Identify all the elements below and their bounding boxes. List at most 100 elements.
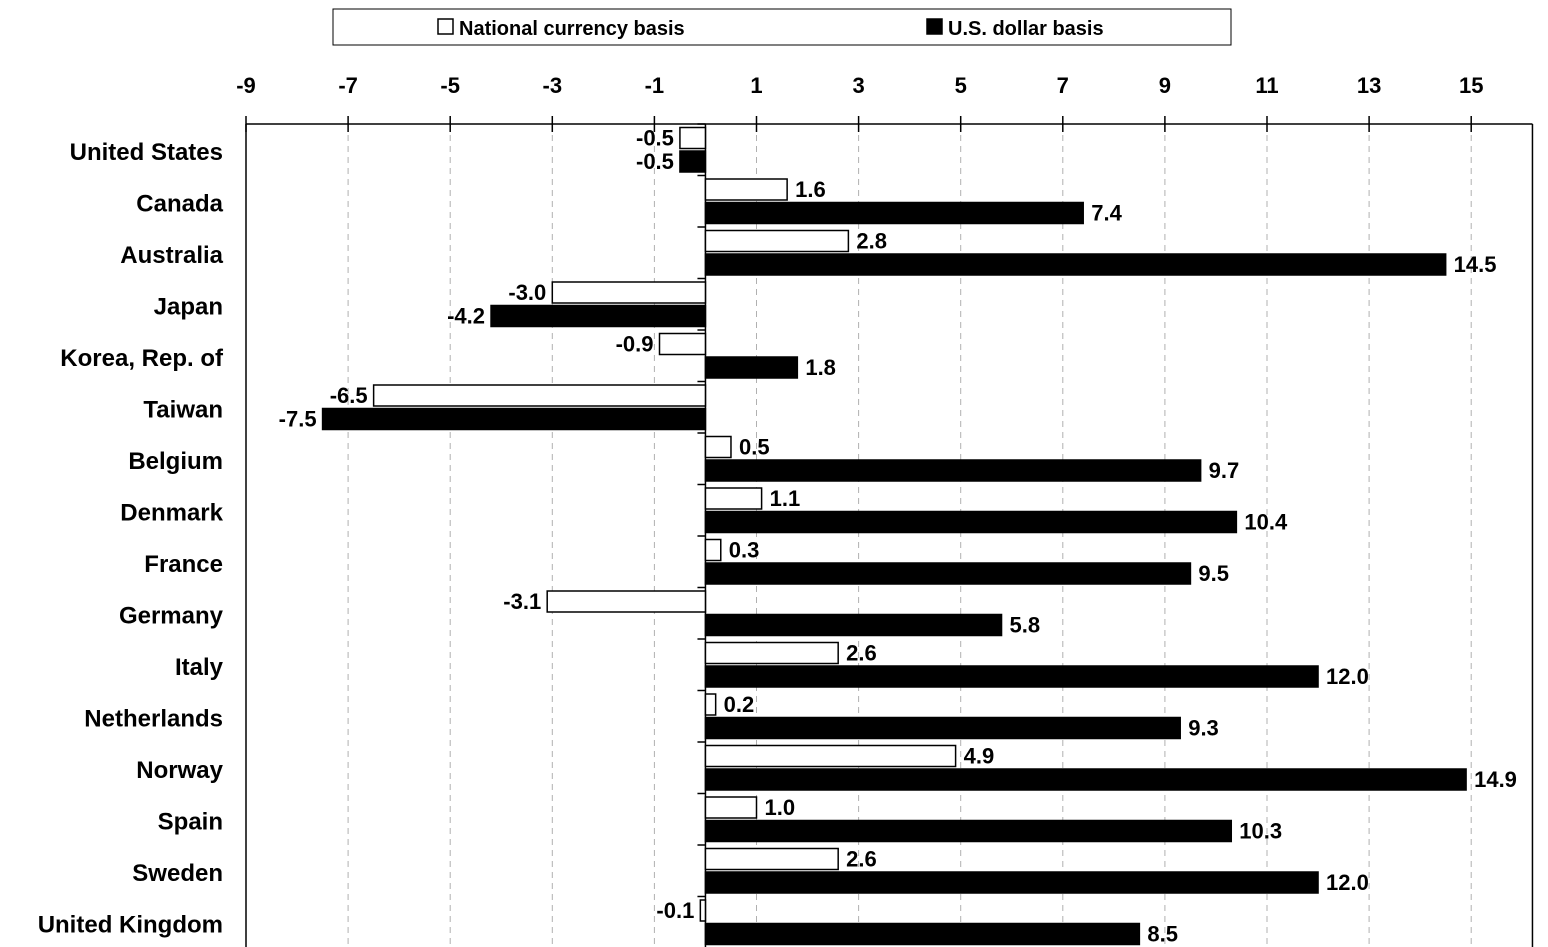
bar-national-currency-basis-canada xyxy=(704,178,788,201)
x-tick-label: 15 xyxy=(1459,73,1483,98)
bar-national-currency-basis-taiwan xyxy=(372,384,707,407)
data-label-national-currency-basis: 1.0 xyxy=(765,795,796,820)
category-label: Australia xyxy=(120,242,223,269)
category-label: Belgium xyxy=(128,448,223,475)
data-labels: -0.5-0.5 1.6 7.4 2.8 14.5 -3.0 -4.2 -0.9 1.8 -6.5… xyxy=(279,126,1517,947)
bar-u-s-dollar-basis-united-states xyxy=(679,150,707,173)
data-label-national-currency-basis: 0.2 xyxy=(724,692,755,717)
bar-national-currency-basis-germany xyxy=(546,590,707,613)
category-label: Sweden xyxy=(132,860,223,887)
category-label: United Kingdom xyxy=(38,912,223,939)
data-label-national-currency-basis: 0.5 xyxy=(739,435,770,460)
category-label: Korea, Rep. of xyxy=(60,345,224,372)
data-label-u-s-dollar-basis: -0.5 xyxy=(636,149,674,174)
bar-u-s-dollar-basis-italy xyxy=(704,665,1319,688)
data-label-u-s-dollar-basis: 8.5 xyxy=(1147,922,1178,947)
legend-swatch-national-currency xyxy=(437,18,454,35)
data-label-u-s-dollar-basis: 1.8 xyxy=(805,355,836,380)
category-labels: United States Canada Australia Japan Korea, … xyxy=(38,139,224,939)
data-label-u-s-dollar-basis: 5.8 xyxy=(1010,613,1041,638)
bar-u-s-dollar-basis-taiwan xyxy=(321,407,707,431)
bar-national-currency-basis-denmark xyxy=(704,487,763,510)
bar-national-currency-basis-belgium xyxy=(704,435,732,459)
bar-u-s-dollar-basis-sweden xyxy=(704,871,1319,894)
legend-box xyxy=(332,8,1232,46)
bar-u-s-dollar-basis-france xyxy=(704,562,1192,585)
data-label-u-s-dollar-basis: 12.0 xyxy=(1326,664,1369,689)
data-label-national-currency-basis: 1.6 xyxy=(795,177,826,202)
bar-u-s-dollar-basis-germany xyxy=(704,613,1003,637)
bar-u-s-dollar-basis-australia xyxy=(704,253,1447,276)
bar-u-s-dollar-basis-denmark xyxy=(704,510,1238,534)
data-label-national-currency-basis: -0.9 xyxy=(616,332,654,357)
data-label-u-s-dollar-basis: 9.3 xyxy=(1188,716,1219,741)
x-tick-label: -3 xyxy=(543,73,563,98)
legend-swatch-us-dollar xyxy=(926,18,943,35)
bar-national-currency-basis-united-states xyxy=(679,126,707,150)
data-label-u-s-dollar-basis: 12.0 xyxy=(1326,870,1369,895)
x-tick-label: -9 xyxy=(236,73,256,98)
data-label-national-currency-basis: 2.6 xyxy=(846,641,877,666)
x-tick-label: -1 xyxy=(645,73,665,98)
bars xyxy=(321,126,1467,946)
x-tick-label: -5 xyxy=(440,73,460,98)
bar-u-s-dollar-basis-spain xyxy=(704,819,1233,843)
x-tick-label: 1 xyxy=(750,73,762,98)
x-tick-label: 9 xyxy=(1159,73,1171,98)
x-tick-label: 3 xyxy=(852,73,864,98)
data-label-national-currency-basis: -6.5 xyxy=(330,383,368,408)
bar-national-currency-basis-united-kingdom xyxy=(699,899,707,922)
category-label: France xyxy=(144,551,223,578)
category-label: Japan xyxy=(154,294,223,321)
category-label: Taiwan xyxy=(143,397,223,424)
bar-u-s-dollar-basis-belgium xyxy=(704,459,1202,482)
data-label-u-s-dollar-basis: 14.5 xyxy=(1454,252,1497,277)
bar-u-s-dollar-basis-japan xyxy=(490,304,707,328)
x-tick-label: -7 xyxy=(338,73,358,98)
x-tick-label: 5 xyxy=(955,73,967,98)
category-label: Germany xyxy=(119,603,224,630)
category-label: Netherlands xyxy=(84,706,223,733)
data-label-u-s-dollar-basis: 14.9 xyxy=(1474,767,1517,792)
data-label-u-s-dollar-basis: 10.3 xyxy=(1239,819,1282,844)
x-tick-label: 11 xyxy=(1255,73,1278,98)
data-label-national-currency-basis: -0.1 xyxy=(656,898,694,923)
data-label-national-currency-basis: 2.8 xyxy=(856,229,887,254)
bar-u-s-dollar-basis-korea-rep-of xyxy=(704,356,799,379)
data-label-national-currency-basis: -0.5 xyxy=(636,126,674,151)
data-label-national-currency-basis: 2.6 xyxy=(846,847,877,872)
category-label: Italy xyxy=(175,654,224,681)
data-label-national-currency-basis: 1.1 xyxy=(770,486,801,511)
data-label-u-s-dollar-basis: -7.5 xyxy=(279,407,317,432)
bar-u-s-dollar-basis-united-kingdom xyxy=(704,922,1141,946)
bar-national-currency-basis-spain xyxy=(704,796,758,819)
data-label-u-s-dollar-basis: 9.5 xyxy=(1198,561,1229,586)
bar-national-currency-basis-italy xyxy=(704,641,839,665)
bar-national-currency-basis-japan xyxy=(551,281,707,304)
category-label: Spain xyxy=(158,809,223,836)
legend-label-national-currency: National currency basis xyxy=(459,18,685,40)
bar-u-s-dollar-basis-canada xyxy=(704,201,1084,225)
data-label-u-s-dollar-basis: 10.4 xyxy=(1244,510,1288,535)
bar-national-currency-basis-korea-rep-of xyxy=(658,332,707,356)
bar-u-s-dollar-basis-norway xyxy=(704,768,1467,791)
data-label-national-currency-basis: 4.9 xyxy=(964,744,995,769)
data-label-u-s-dollar-basis: 7.4 xyxy=(1091,201,1122,226)
bar-national-currency-basis-norway xyxy=(704,744,957,768)
x-tick-label: 13 xyxy=(1357,73,1381,98)
data-label-u-s-dollar-basis: 9.7 xyxy=(1209,458,1240,483)
x-tick-label: 7 xyxy=(1057,73,1069,98)
category-label: Norway xyxy=(136,757,223,784)
bar-national-currency-basis-france xyxy=(704,538,722,562)
bar-national-currency-basis-netherlands xyxy=(704,693,717,716)
x-axis: -9 -7 -5 -3 -1 1 3 5 7 9 11 13 15 xyxy=(236,73,1534,947)
legend: National currency basis U.S. dollar basi… xyxy=(332,8,1232,46)
bar-national-currency-basis-sweden xyxy=(704,847,839,871)
data-label-national-currency-basis: -3.0 xyxy=(508,280,546,305)
data-label-u-s-dollar-basis: -4.2 xyxy=(447,304,485,329)
data-label-national-currency-basis: 0.3 xyxy=(729,538,760,563)
bar-national-currency-basis-australia xyxy=(704,229,850,253)
data-label-national-currency-basis: -3.1 xyxy=(503,589,541,614)
legend-label-us-dollar: U.S. dollar basis xyxy=(948,18,1104,40)
